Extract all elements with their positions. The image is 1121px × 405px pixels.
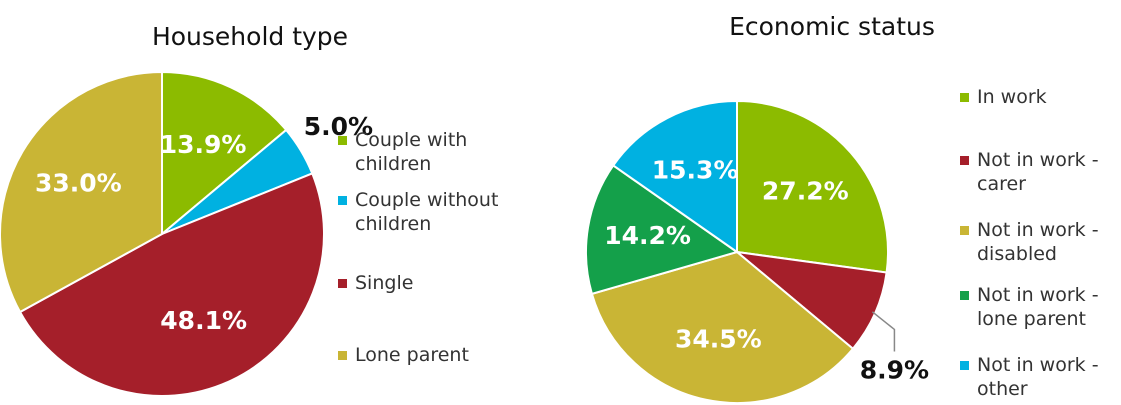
data-label: 48.1% (160, 306, 247, 335)
legend-item: Not in work - carer (960, 148, 1117, 196)
pie-slice (585, 164, 740, 296)
legend-label: Not in work - disabled (977, 219, 1099, 265)
data-label: 14.2% (604, 221, 691, 250)
data-label: 27.2% (762, 176, 849, 205)
data-label: 8.9% (860, 355, 929, 384)
chart-title: Economic status (729, 12, 935, 41)
data-label: 13.9% (160, 130, 247, 159)
legend-item: Couple without children (338, 188, 540, 236)
data-label: 33.0% (35, 169, 122, 198)
chart-title: Household type (152, 22, 348, 51)
legend-swatch (960, 291, 969, 300)
legend-label: Not in work - lone parent (977, 284, 1099, 330)
pie-slice (0, 70, 163, 314)
legend-swatch (960, 93, 969, 102)
pie-slice (733, 250, 888, 351)
data-label: 15.3% (652, 156, 739, 185)
pie-slice (161, 70, 288, 237)
legend-item: Not in work - disabled (960, 218, 1117, 266)
legend-label: In work (977, 86, 1047, 108)
legend-swatch (338, 351, 347, 360)
legend-swatch (960, 361, 969, 370)
legend-swatch (960, 226, 969, 235)
legend-swatch (338, 279, 347, 288)
legend-item: Couple with children (338, 128, 540, 176)
legend-swatch (338, 196, 347, 205)
legend-item: Lone parent (338, 343, 540, 367)
legend-item: Single (338, 271, 540, 295)
legend: In work Not in work - carer Not in work - … (960, 85, 1120, 405)
data-label: 34.5% (675, 325, 762, 354)
legend-item: Not in work - lone parent (960, 283, 1117, 331)
legend-label: Couple with children (355, 129, 468, 175)
pie-slice (18, 172, 325, 397)
legend-swatch (960, 156, 969, 165)
legend-label: Not in work - carer (977, 149, 1099, 195)
legend-item: In work (960, 85, 1117, 109)
pie-slice (736, 99, 889, 274)
pie-slice (611, 99, 738, 254)
legend-item: Not in work - other (960, 353, 1117, 401)
legend-label: Not in work - other (977, 354, 1099, 400)
pie-slice (590, 250, 855, 404)
leader-line (871, 311, 896, 352)
legend-label: Lone parent (355, 344, 469, 366)
legend-label: Single (355, 272, 414, 294)
legend-label: Couple without children (355, 189, 499, 235)
legend-swatch (338, 136, 347, 145)
legend: Couple with children Couple without child… (338, 128, 538, 378)
